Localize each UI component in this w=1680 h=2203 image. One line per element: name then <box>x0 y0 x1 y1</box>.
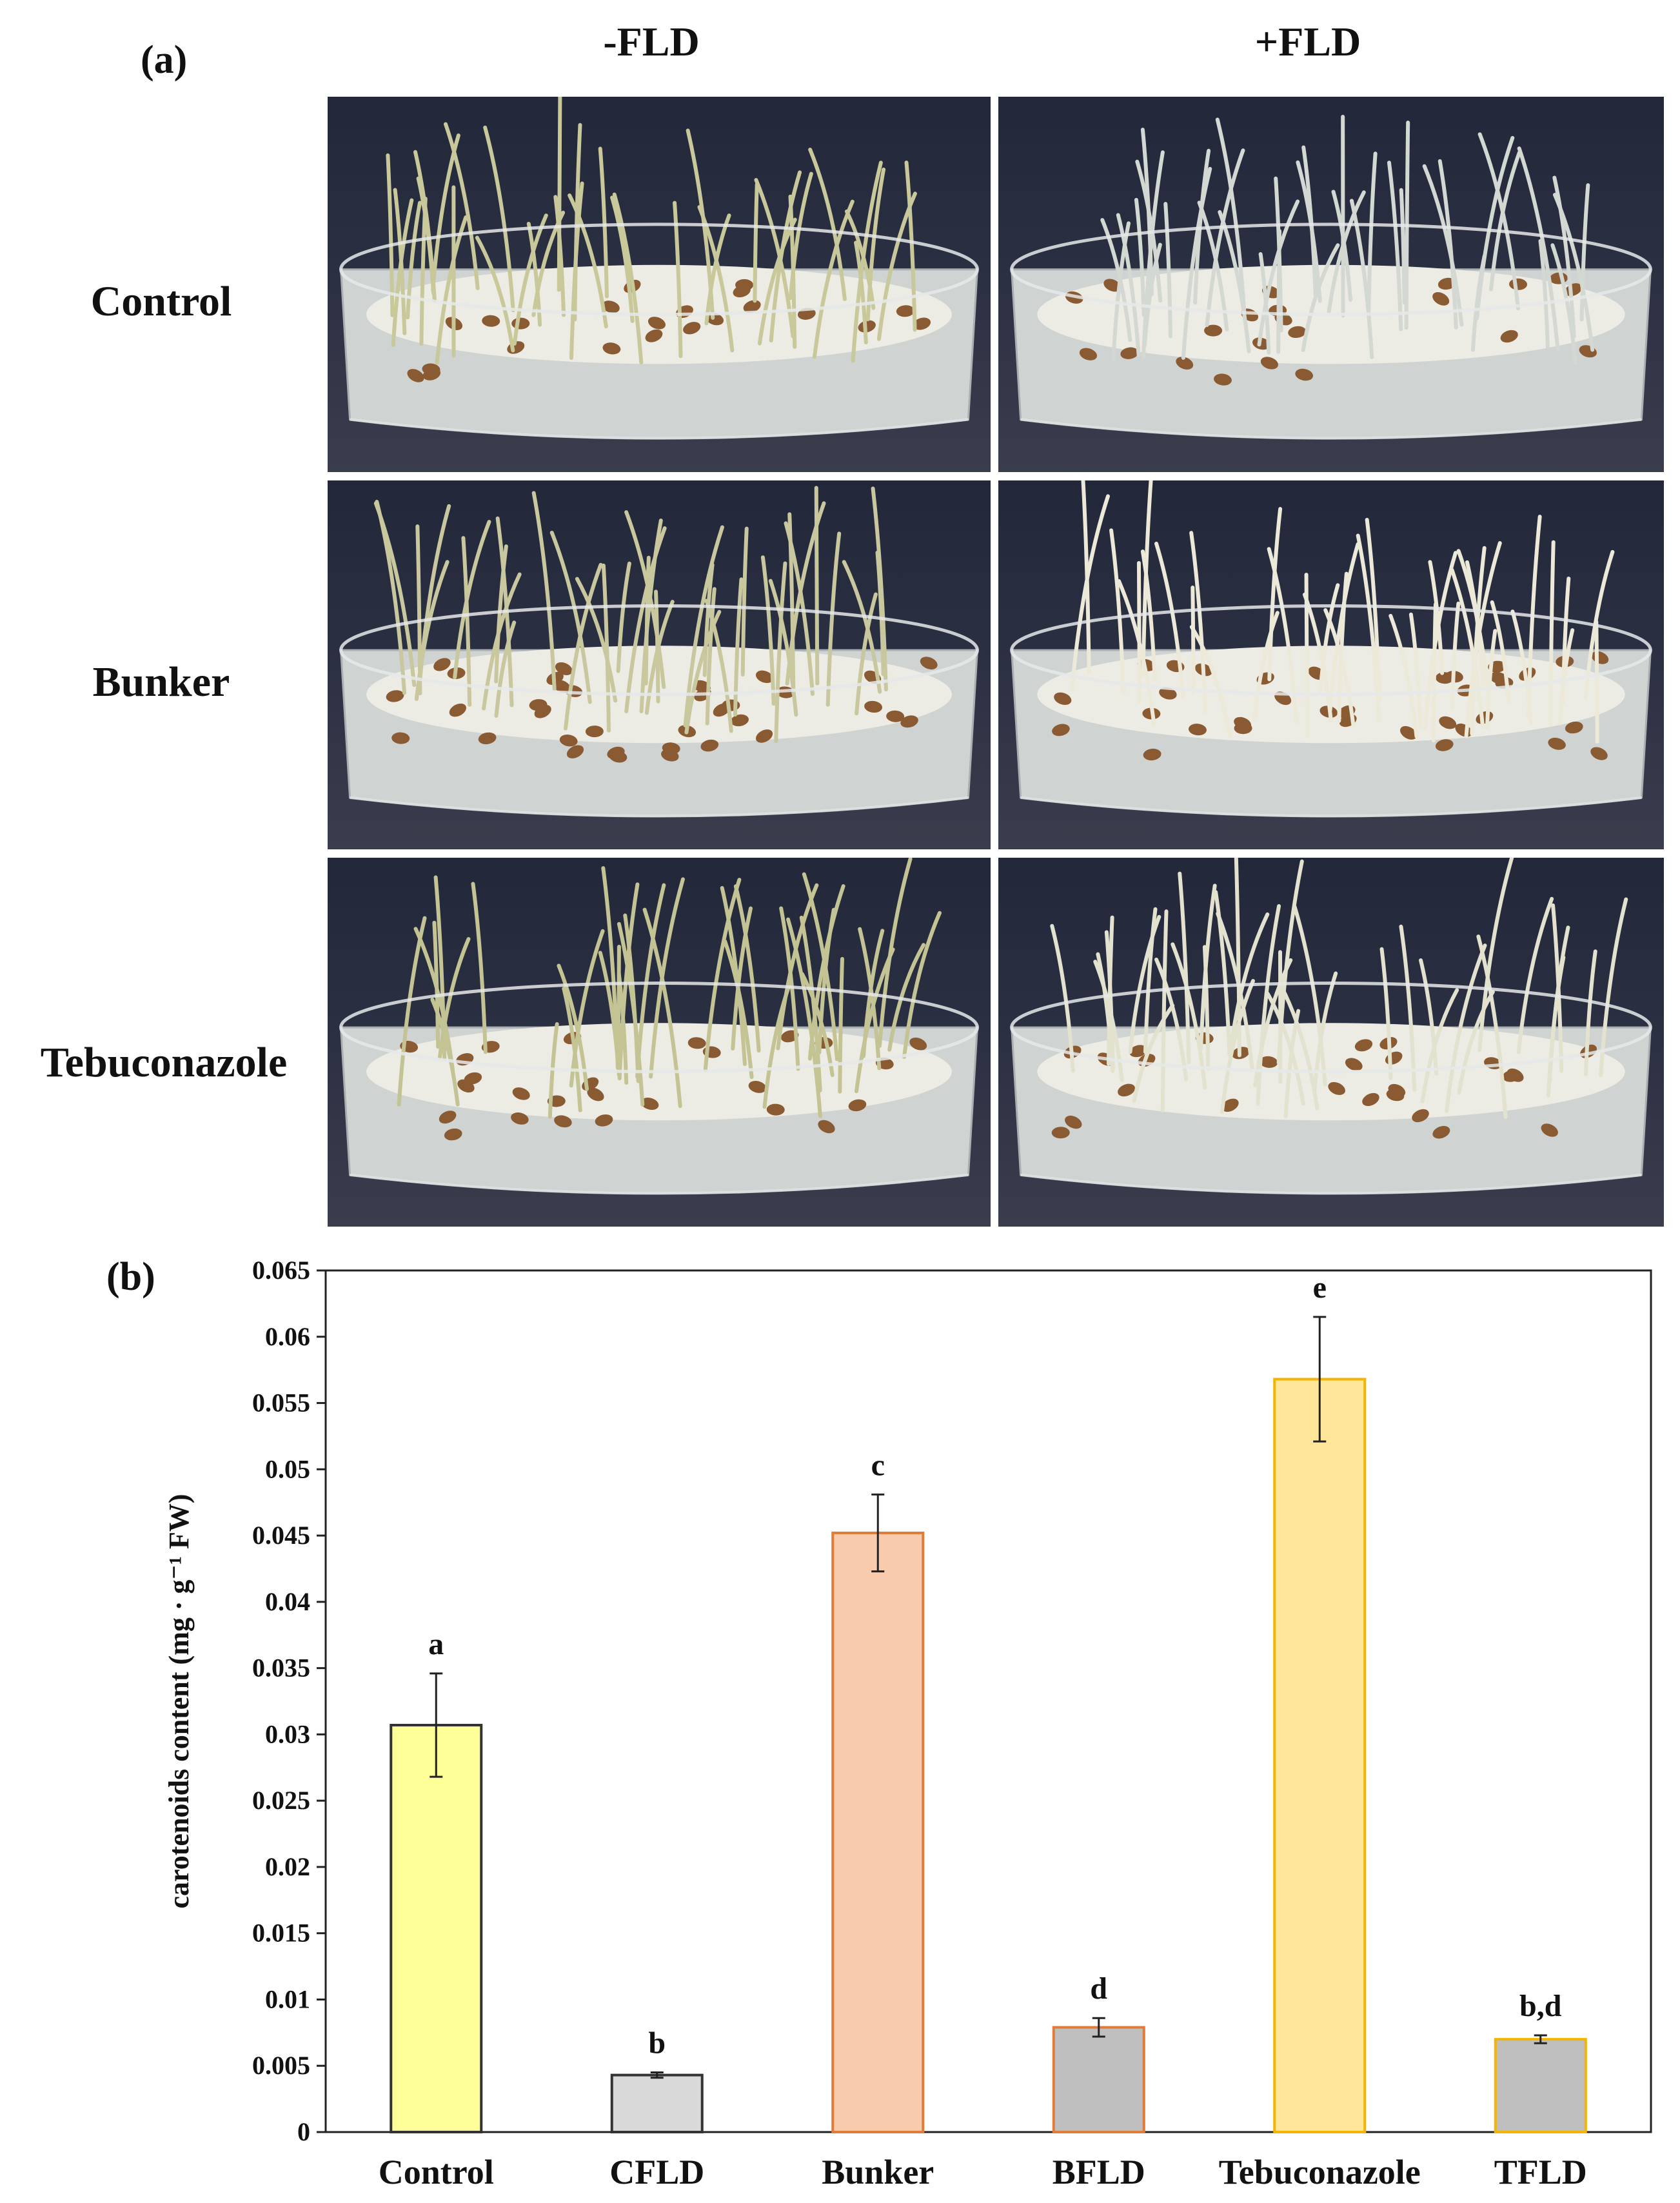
x-tick-label: BFLD <box>1052 2153 1145 2191</box>
petri-dish-image <box>1010 115 1652 440</box>
y-tick-label: 0.055 <box>252 1388 310 1418</box>
significance-letter: d <box>1090 1971 1107 2006</box>
x-tick-label: Bunker <box>822 2153 934 2191</box>
x-tick-label: Control <box>379 2153 494 2191</box>
y-tick-label: 0.04 <box>265 1587 310 1616</box>
column-header-minus-fld: -FLD <box>603 19 700 64</box>
photo-bunker-plus-fld <box>998 480 1664 849</box>
x-tick-label: TFLD <box>1494 2153 1587 2191</box>
photo-control-plus-fld <box>998 97 1664 472</box>
bar <box>390 1723 483 2133</box>
y-tick-label: 0.025 <box>252 1786 310 1815</box>
significance-letter: a <box>428 1627 444 1661</box>
y-tick-label: 0.015 <box>252 1919 310 1948</box>
y-tick-label: 0.05 <box>265 1454 310 1483</box>
y-tick-label: 0.005 <box>252 2051 310 2080</box>
x-tick-label: Tebuconazole <box>1219 2153 1421 2191</box>
significance-letter: e <box>1313 1270 1327 1305</box>
y-tick-label: 0.06 <box>265 1322 310 1351</box>
significance-letter: b <box>648 2026 666 2060</box>
significance-letter: c <box>871 1448 885 1482</box>
petri-dish-image <box>1010 480 1652 818</box>
y-tick-label: 0.03 <box>265 1719 310 1748</box>
photo-bunker-minus-fld <box>328 480 991 849</box>
row-label-tebuconazole: Tebuconazole <box>40 1039 288 1086</box>
row-label-bunker: Bunker <box>92 658 230 706</box>
bar <box>1052 2026 1145 2134</box>
bar <box>1273 1378 1367 2134</box>
y-tick-label: 0.065 <box>252 1256 310 1285</box>
photo-tebuconazole-minus-fld <box>328 858 991 1227</box>
x-tick-label: CFLD <box>609 2153 704 2191</box>
bar <box>1494 2038 1587 2133</box>
carotenoids-bar-chart: 0 0.005 0.01 0.015 0.02 0.025 0.03 0.035 0.04 0.0… <box>163 1256 1652 2191</box>
column-header-plus-fld: +FLD <box>1254 19 1361 64</box>
y-tick-label: 0 <box>297 2117 310 2146</box>
petri-dish-image <box>1010 858 1652 1195</box>
petri-dish-image <box>339 97 979 440</box>
y-axis-label: carotenoids content (mg · g⁻¹ FW) <box>163 1494 195 1909</box>
y-tick-label: 0.02 <box>265 1852 310 1881</box>
y-tick-label: 0.035 <box>252 1654 310 1683</box>
panel-b-label: (b) <box>106 1255 155 1299</box>
bar <box>831 1531 925 2134</box>
y-tick-label: 0.01 <box>265 1984 310 2013</box>
plot-frame <box>324 1269 1652 2133</box>
photo-tebuconazole-plus-fld <box>998 858 1664 1227</box>
bar <box>610 2073 704 2133</box>
petri-dish-image <box>339 486 979 818</box>
photo-control-minus-fld <box>328 97 991 472</box>
row-label-control: Control <box>90 278 232 325</box>
petri-dish-image <box>339 858 979 1195</box>
y-tick-label: 0.045 <box>252 1521 310 1550</box>
panel-a-label: (a) <box>141 38 188 82</box>
significance-letter: b,d <box>1519 1989 1562 2023</box>
